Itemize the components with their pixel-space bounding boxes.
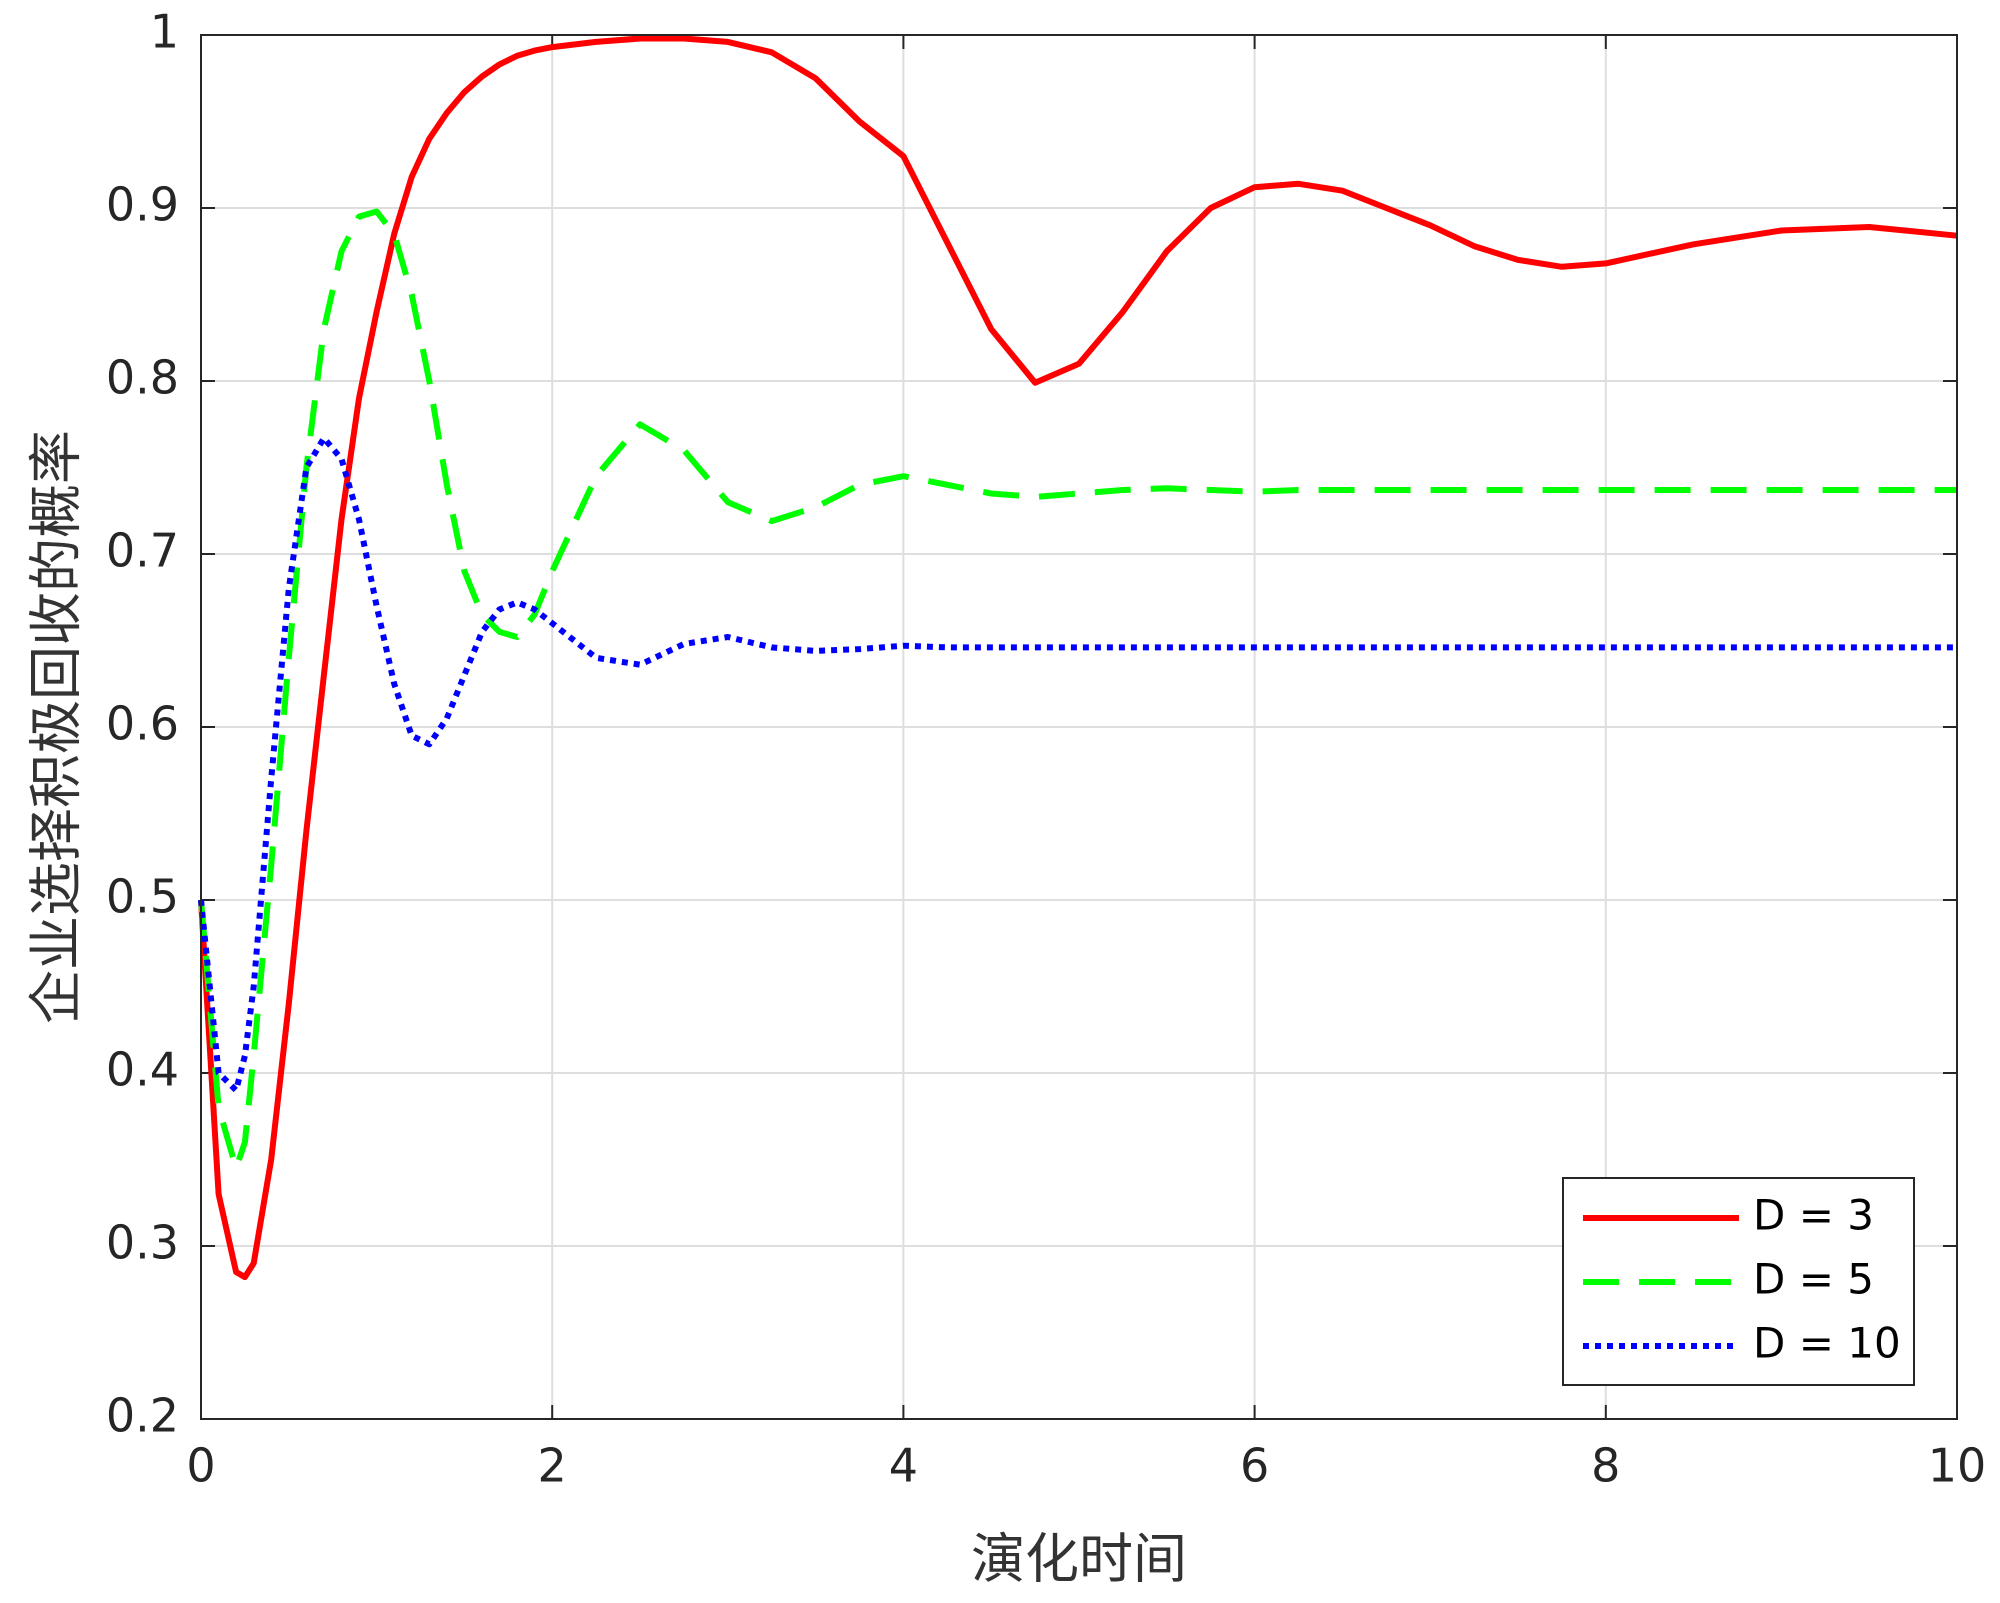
y-tick-label: 0.3	[106, 1216, 179, 1270]
x-tick-label: 0	[186, 1439, 215, 1493]
legend-box	[1562, 1177, 1915, 1386]
x-tick-label: 6	[1240, 1439, 1269, 1493]
legend-label: D = 3	[1753, 1191, 1874, 1240]
y-tick-label: 0.6	[106, 697, 179, 751]
x-tick-label: 2	[538, 1439, 567, 1493]
x-tick-label: 8	[1591, 1439, 1620, 1493]
x-axis-label: 演化时间	[971, 1528, 1187, 1591]
plot-frame	[200, 34, 1958, 1420]
y-axis-label: 企业选择积极回收的概率	[25, 430, 88, 1024]
y-tick-label: 1	[150, 5, 179, 59]
y-tick-label: 0.8	[106, 351, 179, 405]
y-tick-label: 0.5	[106, 870, 179, 924]
legend: D = 3 D = 5 D = 10	[1562, 1177, 1915, 1386]
series-line	[198, 208, 1957, 1172]
y-tick-label: 0.9	[106, 178, 179, 232]
y-tick-label: 0.4	[106, 1043, 179, 1097]
series-line	[198, 35, 1958, 1281]
y-tick-label: 0.2	[106, 1389, 179, 1443]
x-tick-label: 4	[889, 1439, 918, 1493]
series-line	[198, 435, 1957, 1094]
x-tick-label: 10	[1928, 1439, 1987, 1493]
legend-label: D = 5	[1753, 1255, 1874, 1304]
legend-label: D = 10	[1753, 1319, 1901, 1368]
y-tick-label: 0.7	[106, 524, 179, 578]
